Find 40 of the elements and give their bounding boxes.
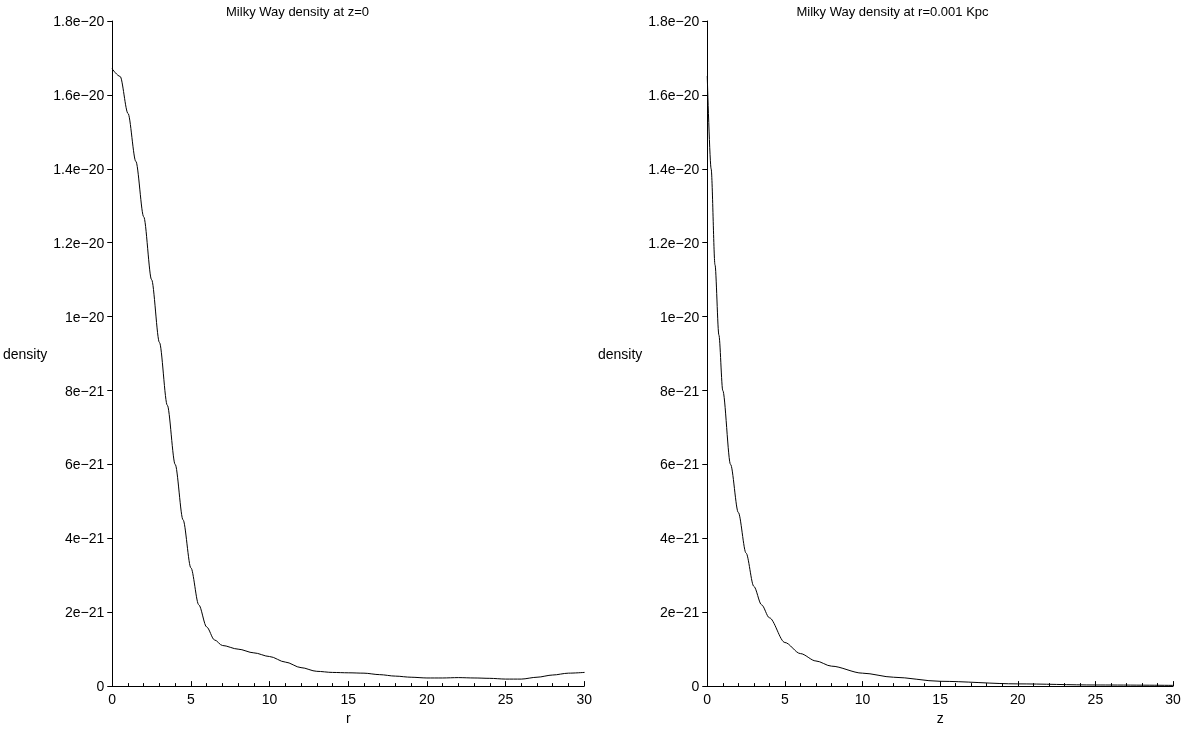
- y-tick-label: 2e−21: [659, 604, 700, 621]
- x-axis-title: z: [936, 710, 944, 726]
- x-tick-label: 0: [703, 691, 712, 708]
- y-tick-label: 1e−20: [64, 308, 105, 325]
- x-tick-label: 5: [187, 691, 196, 708]
- y-tick-label: 8e−21: [659, 382, 700, 399]
- y-tick-label: 1e−20: [659, 308, 700, 325]
- x-tick-label: 0: [108, 691, 117, 708]
- x-tick-label: 30: [1165, 691, 1181, 708]
- y-tick-label: 1.2e−20: [53, 234, 105, 251]
- x-tick-label: 10: [261, 691, 278, 708]
- x-tick-label: 20: [419, 691, 435, 708]
- y-tick-label: 1.2e−20: [648, 234, 700, 251]
- y-tick-label: 2e−21: [64, 604, 105, 621]
- x-tick-label: 10: [854, 691, 871, 708]
- x-tick-label: 25: [497, 691, 514, 708]
- y-tick-label: 6e−21: [64, 456, 105, 473]
- y-tick-label: 1.4e−20: [648, 160, 700, 177]
- y-tick-label: 0: [96, 678, 105, 695]
- x-tick-label: 15: [932, 691, 949, 708]
- y-tick-label: 1.6e−20: [648, 86, 700, 103]
- y-tick-label: 1.8e−20: [648, 13, 700, 29]
- y-tick-label: 4e−21: [64, 530, 105, 547]
- y-tick-label: 0: [691, 678, 700, 695]
- x-tick-label: 15: [340, 691, 357, 708]
- x-tick-label: 20: [1009, 691, 1026, 708]
- y-axis-title: density: [598, 345, 643, 362]
- y-tick-label: 1.8e−20: [53, 13, 105, 29]
- y-tick-label: 6e−21: [659, 456, 700, 473]
- x-tick-label: 5: [780, 691, 789, 708]
- chart-title: Milky Way density at z=0: [226, 4, 369, 19]
- chart-title: Milky Way density at r=0.001 Kpc: [796, 4, 990, 19]
- y-tick-label: 1.4e−20: [53, 160, 105, 177]
- x-axis-title: r: [345, 710, 351, 726]
- y-axis-title: density: [3, 345, 48, 362]
- x-tick-label: 30: [576, 691, 593, 708]
- x-tick-label: 25: [1087, 691, 1104, 708]
- y-tick-label: 4e−21: [659, 530, 700, 547]
- y-tick-label: 8e−21: [64, 382, 105, 399]
- y-tick-label: 1.6e−20: [53, 86, 105, 103]
